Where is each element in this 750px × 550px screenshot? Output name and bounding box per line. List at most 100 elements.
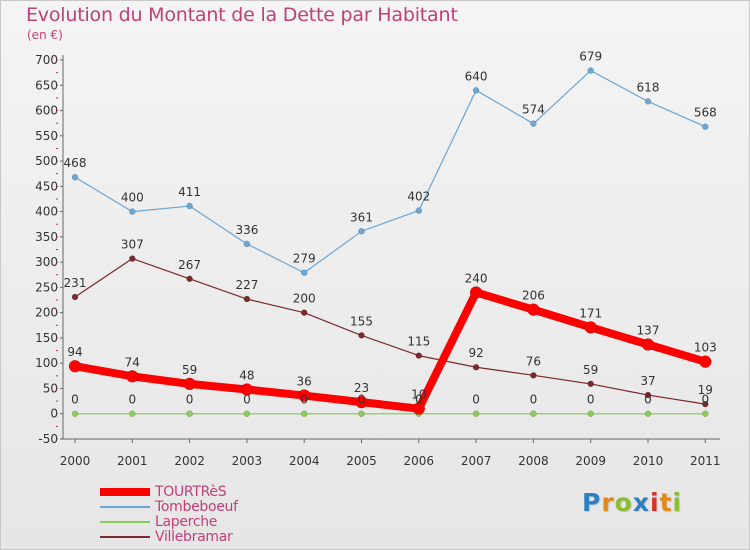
y-tick-label: 500 bbox=[35, 154, 58, 168]
tourtres-data-label: 240 bbox=[465, 271, 488, 285]
y-tick-label: 550 bbox=[35, 129, 58, 143]
tombeboeuf-point bbox=[243, 240, 251, 248]
x-tick-label: 2000 bbox=[60, 454, 91, 468]
tourtres-point bbox=[699, 355, 712, 368]
tombeboeuf-data-label: 574 bbox=[522, 103, 545, 117]
tombeboeuf-data-label: 336 bbox=[235, 223, 258, 237]
tombeboeuf-data-label: 679 bbox=[579, 50, 602, 64]
y-tick-label: 300 bbox=[35, 255, 58, 269]
laperche-data-label: 0 bbox=[128, 393, 136, 407]
legend-label: Tombeboeuf bbox=[155, 499, 238, 515]
tombeboeuf-point bbox=[644, 98, 652, 105]
x-tick-label: 2008 bbox=[518, 454, 549, 468]
tourtres-data-label: 59 bbox=[182, 363, 197, 377]
logo-letter: o bbox=[614, 488, 633, 517]
tombeboeuf-data-label: 568 bbox=[694, 106, 717, 120]
logo-letter: r bbox=[601, 488, 615, 517]
laperche-point bbox=[587, 410, 594, 417]
laperche-data-label: 0 bbox=[186, 393, 194, 407]
villebramar-point bbox=[129, 255, 136, 262]
tourtres-point bbox=[297, 389, 311, 402]
tombeboeuf-point bbox=[71, 173, 79, 181]
villebramar-point bbox=[644, 391, 652, 399]
y-tick-label: -50 bbox=[38, 432, 58, 446]
tourtres-point bbox=[412, 402, 426, 415]
proxiti-logo: Proxiti bbox=[582, 488, 682, 517]
tombeboeuf-point bbox=[186, 202, 193, 210]
villebramar-data-label: 227 bbox=[235, 278, 258, 292]
villebramar-point bbox=[186, 275, 193, 283]
y-tick-label: 700 bbox=[35, 53, 58, 67]
tourtres-point bbox=[469, 286, 483, 299]
villebramar-data-label: 19 bbox=[698, 383, 713, 397]
villebramar-data-label: 231 bbox=[64, 276, 87, 290]
laperche-data-label: 0 bbox=[587, 393, 595, 407]
villebramar-data-label: 267 bbox=[178, 258, 201, 272]
y-tick-label: 450 bbox=[35, 179, 58, 193]
villebramar-point bbox=[415, 352, 423, 359]
legend-swatch bbox=[100, 506, 150, 508]
laperche-point bbox=[243, 410, 251, 417]
villebramar-data-label: 59 bbox=[583, 363, 598, 377]
laperche-point bbox=[530, 410, 537, 417]
tombeboeuf-data-label: 361 bbox=[350, 210, 373, 224]
tourtres-line bbox=[71, 288, 710, 413]
y-tick-label: 0 bbox=[50, 407, 58, 421]
villebramar-line bbox=[74, 257, 706, 405]
villebramar-point bbox=[530, 372, 537, 379]
villebramar-data-label: 37 bbox=[640, 374, 655, 388]
laperche-data-label: 0 bbox=[530, 393, 538, 407]
x-tick-label: 2011 bbox=[690, 454, 721, 468]
tourtres-data-label: 48 bbox=[239, 368, 254, 382]
tourtres-point bbox=[183, 377, 196, 391]
legend-label: Villebramar bbox=[155, 529, 233, 545]
tourtres-point bbox=[240, 383, 254, 396]
tourtres-data-label: 36 bbox=[297, 375, 312, 389]
villebramar-data-label: 200 bbox=[293, 292, 316, 306]
x-tick-label: 2010 bbox=[633, 454, 664, 468]
logo-letter: P bbox=[582, 488, 602, 517]
tombeboeuf-data-label: 400 bbox=[121, 191, 144, 205]
x-tick-label: 2006 bbox=[404, 454, 435, 468]
y-tick-label: 150 bbox=[35, 331, 58, 345]
tombeboeuf-point bbox=[587, 67, 594, 74]
tombeboeuf-data-label: 468 bbox=[64, 156, 87, 170]
tourtres-data-label: 23 bbox=[354, 381, 369, 395]
tombeboeuf-point bbox=[702, 123, 709, 130]
y-tick-label: 650 bbox=[35, 78, 58, 92]
y-tick-label: 600 bbox=[35, 104, 58, 118]
tourtres-data-label: 171 bbox=[579, 306, 602, 320]
villebramar-point bbox=[243, 295, 251, 303]
tombeboeuf-point bbox=[472, 87, 480, 94]
y-tick-label: 100 bbox=[35, 356, 58, 370]
tourtres-point bbox=[641, 338, 655, 351]
villebramar-point bbox=[587, 380, 594, 388]
chart-title: Evolution du Montant de la Dette par Hab… bbox=[26, 4, 458, 26]
laperche-data-label: 0 bbox=[701, 393, 709, 407]
laperche-data-label: 0 bbox=[472, 393, 480, 407]
tombeboeuf-data-label: 640 bbox=[465, 69, 488, 83]
villebramar-point bbox=[300, 309, 308, 316]
laperche-point bbox=[300, 410, 308, 417]
villebramar-data-label: 76 bbox=[526, 354, 541, 368]
laperche-data-label: 0 bbox=[358, 393, 366, 407]
legend-swatch bbox=[100, 521, 150, 523]
villebramar-data-label: 307 bbox=[121, 238, 144, 252]
legend-label: TOURTRèS bbox=[155, 484, 227, 500]
laperche-point bbox=[358, 410, 365, 417]
legend-swatch bbox=[100, 536, 150, 538]
tourtres-data-label: 94 bbox=[67, 345, 82, 359]
tourtres-point bbox=[126, 370, 139, 383]
logo-letter: x bbox=[632, 488, 650, 517]
x-tick-label: 2005 bbox=[346, 454, 377, 468]
tourtres-data-label: 10 bbox=[411, 388, 426, 402]
villebramar-point bbox=[702, 400, 709, 408]
y-tick-label: 50 bbox=[43, 381, 58, 395]
laperche-data-label: 0 bbox=[644, 393, 652, 407]
laperche-point bbox=[129, 410, 136, 417]
tourtres-point bbox=[584, 321, 597, 334]
x-tick-label: 2003 bbox=[232, 454, 263, 468]
villebramar-data-label: 155 bbox=[350, 314, 373, 328]
